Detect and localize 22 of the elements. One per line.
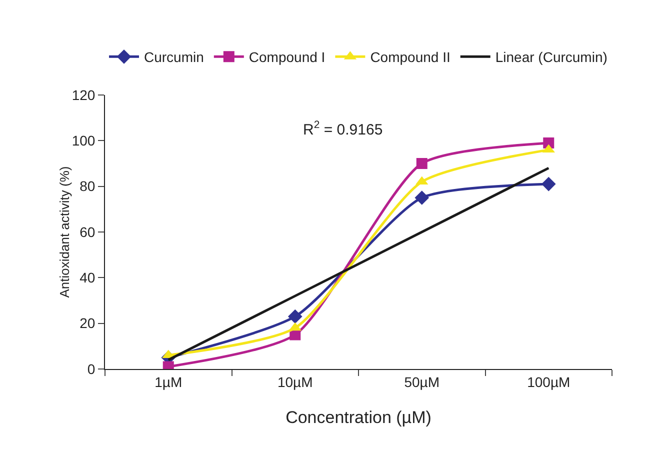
point: [288, 309, 302, 324]
y-tick-label: 0: [87, 360, 96, 377]
y-axis-title: Antioxidant activity (%): [57, 166, 72, 298]
legend-label: Linear (Curcumin): [495, 49, 608, 66]
y-tick-label: 120: [72, 86, 96, 103]
x-tick-label: 100µM: [527, 374, 570, 390]
legend-label: Compound II: [370, 49, 450, 66]
point: [541, 176, 556, 192]
annotation: R$^{2}$ = 0.9165: [303, 119, 383, 138]
y-tick-label: 80: [80, 178, 96, 194]
legend-label: Compound I: [248, 49, 326, 66]
point: [416, 158, 428, 169]
legend-label: Curcumin: [144, 49, 204, 66]
x-tick-label: 50µM: [404, 374, 440, 390]
y-tick-label: 40: [80, 270, 96, 286]
x-tick-label: 1µM: [154, 374, 182, 390]
y-tick-label: 20: [80, 315, 96, 332]
point: [414, 190, 430, 205]
y-tick-label: 100: [72, 132, 96, 149]
x-tick-label: 10µM: [277, 374, 313, 390]
x-axis-title: Concentration (µM): [286, 408, 432, 428]
y-tick-label: 60: [80, 224, 96, 240]
